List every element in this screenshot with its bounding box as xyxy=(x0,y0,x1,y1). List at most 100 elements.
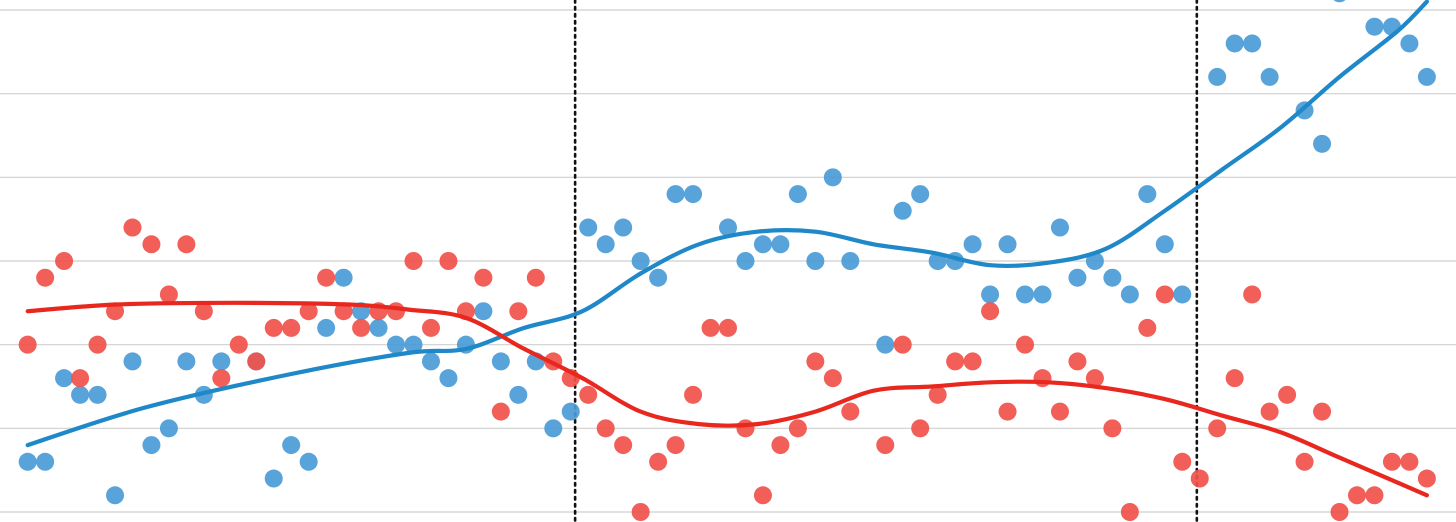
data-point xyxy=(841,402,860,421)
data-point xyxy=(317,268,336,287)
data-point xyxy=(282,436,301,455)
data-point xyxy=(753,235,772,254)
data-point xyxy=(684,185,703,204)
data-point xyxy=(631,252,650,270)
data-point xyxy=(421,318,440,337)
data-point xyxy=(212,369,231,388)
data-point xyxy=(823,369,842,388)
data-point xyxy=(317,318,336,337)
data-point xyxy=(963,352,982,371)
data-point xyxy=(771,235,790,254)
data-point xyxy=(771,436,790,455)
data-point xyxy=(981,302,1000,321)
data-point xyxy=(264,318,283,337)
data-point xyxy=(18,335,37,354)
gridlines xyxy=(0,9,1456,513)
data-point xyxy=(1155,285,1174,304)
data-point xyxy=(247,352,266,371)
data-point xyxy=(421,352,440,371)
data-point xyxy=(334,302,353,321)
data-point xyxy=(998,402,1017,421)
data-point xyxy=(1068,268,1087,287)
data-point xyxy=(788,185,807,204)
data-point xyxy=(1417,67,1436,86)
data-point xyxy=(1138,318,1157,337)
data-point xyxy=(649,268,668,287)
data-point xyxy=(491,352,510,371)
data-point xyxy=(142,235,161,254)
data-point xyxy=(352,318,371,337)
data-point xyxy=(387,335,406,354)
data-point xyxy=(649,452,668,471)
data-point xyxy=(474,268,493,287)
data-point xyxy=(1330,503,1349,521)
data-point xyxy=(369,318,388,337)
data-point xyxy=(509,302,528,321)
data-point xyxy=(631,503,650,521)
data-point xyxy=(1333,0,1346,3)
data-point xyxy=(1050,218,1069,237)
data-point xyxy=(981,285,1000,304)
data-point xyxy=(387,302,406,321)
data-point xyxy=(841,252,860,270)
data-point xyxy=(1155,235,1174,254)
data-point xyxy=(474,302,493,321)
data-point xyxy=(1016,335,1035,354)
data-point xyxy=(1190,469,1209,488)
data-point xyxy=(18,452,37,471)
data-point xyxy=(876,436,895,455)
data-point xyxy=(88,385,107,404)
data-point xyxy=(614,218,633,237)
trend-line xyxy=(25,0,1429,448)
data-point xyxy=(177,352,196,371)
data-point xyxy=(159,285,178,304)
data-point xyxy=(1243,285,1262,304)
data-point xyxy=(684,385,703,404)
data-point xyxy=(806,252,825,270)
data-point xyxy=(1313,402,1332,421)
data-point xyxy=(334,268,353,287)
data-point xyxy=(1208,67,1227,86)
data-point xyxy=(1278,385,1297,404)
data-point xyxy=(1225,34,1244,53)
data-point xyxy=(194,302,213,321)
data-point xyxy=(526,268,545,287)
data-point xyxy=(736,419,755,438)
data-point xyxy=(788,419,807,438)
data-point xyxy=(36,268,55,287)
data-point xyxy=(1016,285,1035,304)
data-point xyxy=(1103,268,1122,287)
data-point xyxy=(1400,34,1419,53)
data-point xyxy=(893,335,912,354)
data-point xyxy=(928,385,947,404)
data-point xyxy=(963,235,982,254)
data-point xyxy=(71,369,90,388)
data-point xyxy=(1225,369,1244,388)
trend-lines xyxy=(25,0,1429,498)
data-point xyxy=(1295,452,1314,471)
data-point xyxy=(1347,486,1366,505)
data-point xyxy=(893,201,912,220)
data-point xyxy=(123,218,142,237)
data-point xyxy=(1120,503,1139,521)
trend-line xyxy=(25,300,1429,498)
data-point xyxy=(614,436,633,455)
data-point xyxy=(719,218,737,237)
data-point xyxy=(1050,402,1069,421)
data-point xyxy=(491,402,510,421)
data-point xyxy=(404,335,423,354)
data-point xyxy=(282,318,301,337)
data-point xyxy=(55,369,74,388)
data-point xyxy=(1085,369,1104,388)
data-point xyxy=(509,385,528,404)
data-point xyxy=(123,352,142,371)
data-point xyxy=(561,402,580,421)
data-point xyxy=(264,469,283,488)
data-point xyxy=(229,335,248,354)
data-point xyxy=(876,335,895,354)
data-point xyxy=(159,419,178,438)
data-point xyxy=(806,352,825,371)
data-point xyxy=(439,369,458,388)
